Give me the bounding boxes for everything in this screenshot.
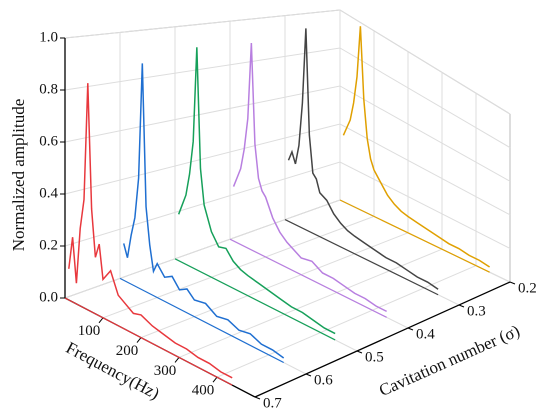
grid-line: [119, 32, 307, 375]
grid-line: [64, 123, 511, 216]
x-tick-label: 100: [78, 323, 101, 339]
spectrum-line: [68, 83, 233, 379]
baseline: [229, 238, 387, 318]
grid-line: [178, 72, 443, 358]
y-tick-label: 0.7: [263, 395, 282, 411]
spectrum-line: [232, 42, 387, 313]
x-tick-label: 400: [192, 383, 215, 399]
y-tick-label: 0.6: [314, 372, 333, 388]
baseline: [339, 199, 490, 273]
x-tick: [174, 357, 180, 363]
x-tick: [136, 337, 142, 343]
y-tick: [458, 304, 465, 308]
z-axis-title: Normalized amplitude: [9, 99, 28, 251]
y-tick: [356, 350, 363, 354]
z-tick-label: 0.4: [39, 185, 58, 201]
z-tick-label: 0.2: [39, 237, 58, 253]
y-tick-label: 0.2: [518, 280, 537, 296]
spectrum-line: [287, 28, 439, 290]
y-tick-label: 0.5: [365, 349, 384, 365]
spectrum-line: [177, 47, 336, 335]
x-axis-title: Frequency(Hz): [63, 338, 163, 403]
y-tick: [509, 281, 516, 285]
x-tick: [212, 376, 218, 383]
grid-line: [64, 9, 511, 115]
y-tick: [254, 396, 261, 400]
z-tick-label: 1.0: [39, 29, 58, 45]
spectrum-line: [122, 63, 285, 359]
spectrum-line: [342, 26, 491, 268]
y-axis: [254, 281, 511, 398]
baseline: [174, 258, 336, 341]
baseline: [119, 277, 284, 364]
z-tick-label: 0.0: [39, 289, 58, 305]
y-tick: [305, 373, 312, 377]
z-tick-label: 0.6: [39, 133, 58, 149]
baseline: [64, 297, 233, 386]
grid-line: [64, 85, 511, 182]
x-tick: [98, 317, 104, 324]
y-tick-label: 0.3: [467, 303, 486, 319]
z-tick-label: 0.8: [39, 81, 58, 97]
baseline: [284, 219, 439, 296]
y-tick: [407, 327, 414, 331]
x-tick-label: 200: [116, 343, 139, 359]
x-tick-label: 300: [154, 363, 177, 379]
grid-line: [64, 47, 511, 149]
y-tick-label: 0.4: [416, 326, 435, 342]
